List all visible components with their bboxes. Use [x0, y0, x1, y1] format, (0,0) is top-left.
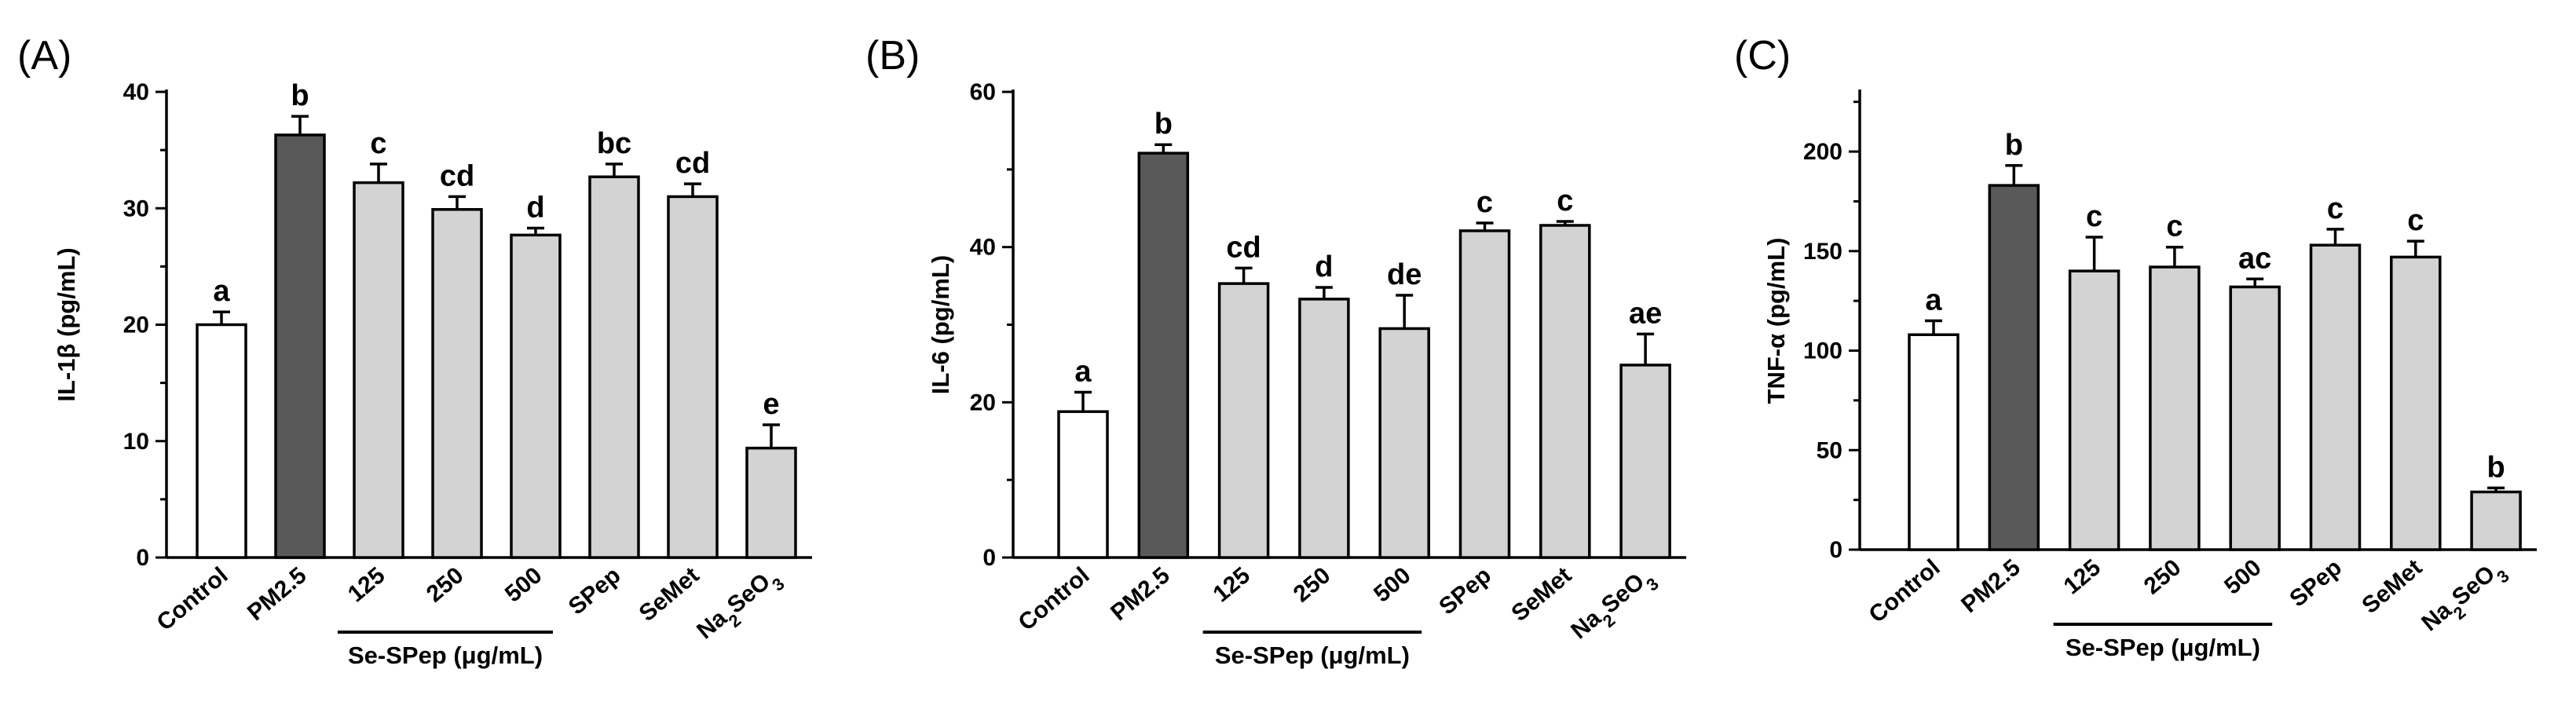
x-tick-label: Na2SeO3 — [2417, 554, 2512, 642]
x-tick-label: Control — [1864, 554, 1945, 628]
y-tick-label: 100 — [1803, 338, 1842, 364]
y-axis-title: TNF-α (pg/mL) — [1762, 238, 1790, 404]
x-tick-label: 125 — [2059, 554, 2106, 599]
x-tick-label: SeMet — [635, 562, 704, 627]
panel-label: (A) — [17, 33, 71, 79]
y-axis-title: IL-1β (pg/mL) — [53, 247, 80, 401]
bar-spep — [2309, 243, 2362, 551]
bar-125 — [353, 181, 404, 559]
significance-letter: cd — [440, 159, 474, 192]
x-tick-label: Control — [152, 562, 233, 636]
chart-panel-a: (A) 0 10 20 30 40 IL-1β (pg/mL) a Control b PM2.5 c… — [17, 33, 812, 669]
x-tick-label: 250 — [422, 562, 469, 607]
y-tick-label: 10 — [123, 429, 149, 455]
y-tick-label: 20 — [123, 313, 149, 338]
bar-125 — [1217, 282, 1270, 559]
panel-label: (C) — [1734, 33, 1791, 79]
x-tick-label: 500 — [1369, 562, 1416, 607]
significance-letter: c — [2086, 200, 2102, 233]
y-tick-label: 150 — [1803, 239, 1842, 265]
bar-na2seo3 — [745, 446, 797, 559]
x-tick-label: 500 — [2219, 554, 2267, 599]
bar-spep — [588, 175, 640, 559]
x-tick-label: SPep — [2285, 554, 2347, 612]
chart-panel-c: (C) 0 50 100 150 200 TNF-α (pg/mL) a Control b PM2… — [1734, 33, 2538, 661]
x-tick-label: PM2.5 — [1956, 554, 2025, 618]
significance-letter: cd — [1226, 231, 1261, 264]
x-tick-label: Na2SeO3 — [1566, 562, 1662, 650]
significance-letter: b — [2486, 451, 2505, 484]
bar-500 — [2229, 285, 2281, 551]
x-tick-label: 125 — [343, 562, 390, 607]
significance-letter: d — [526, 191, 544, 224]
x-tick-label: PM2.5 — [1106, 562, 1175, 626]
group-label: Se-SPep (μg/mL) — [348, 642, 543, 669]
significance-letter: c — [2166, 210, 2183, 243]
y-tick-label: 30 — [123, 196, 149, 221]
significance-letter: c — [370, 127, 386, 160]
x-tick-label: 250 — [2139, 554, 2186, 599]
y-tick-label: 60 — [970, 79, 996, 105]
significance-letter: b — [1154, 108, 1173, 141]
significance-letter: c — [1557, 185, 1573, 218]
x-tick-label: SeMet — [1506, 562, 1576, 627]
bar-pm25 — [1137, 152, 1190, 559]
bar-125 — [2068, 269, 2120, 551]
bar-control — [196, 323, 247, 559]
significance-letter: a — [1074, 355, 1092, 388]
bar-semet — [1539, 224, 1591, 559]
x-tick-label: Control — [1014, 562, 1095, 636]
bar-500 — [1378, 327, 1430, 559]
x-tick-label: Na2SeO3 — [692, 562, 788, 650]
bar-500 — [510, 233, 562, 559]
x-tick-label: SeMet — [2357, 554, 2427, 619]
significance-letter: b — [2005, 129, 2023, 162]
x-tick-label: PM2.5 — [243, 562, 312, 626]
bar-pm25 — [1988, 184, 2040, 551]
significance-letter: ae — [1629, 297, 1662, 330]
significance-letter: e — [763, 388, 779, 421]
x-tick-label: 500 — [500, 562, 547, 607]
bar-pm25 — [274, 133, 326, 559]
y-axis-title: IL-6 (pg/mL) — [927, 255, 954, 394]
group-label: Se-SPep (μg/mL) — [2066, 634, 2260, 661]
y-tick-label: 40 — [123, 79, 149, 105]
significance-letter: d — [1315, 250, 1333, 283]
bar-na2seo3 — [2470, 490, 2522, 551]
y-tick-label: 0 — [982, 545, 996, 571]
bar-250 — [431, 207, 483, 559]
bar-250 — [2149, 265, 2201, 551]
x-tick-label: SPep — [1434, 562, 1496, 620]
x-tick-label: 125 — [1209, 562, 1256, 607]
x-tick-label: SPep — [564, 562, 626, 620]
bar-control — [1057, 410, 1109, 559]
significance-letter: a — [213, 275, 230, 308]
significance-letter: a — [1925, 284, 1942, 317]
x-tick-label: 250 — [1289, 562, 1336, 607]
y-tick-label: 200 — [1803, 139, 1842, 165]
bar-semet — [2390, 255, 2442, 551]
significance-letter: cd — [675, 147, 710, 180]
panel-label: (B) — [865, 33, 920, 79]
y-tick-label: 20 — [970, 389, 996, 415]
bar-semet — [667, 195, 719, 559]
significance-letter: de — [1387, 258, 1422, 291]
bar-na2seo3 — [1619, 364, 1671, 559]
significance-letter: c — [2327, 192, 2344, 225]
y-tick-label: 0 — [1829, 537, 1842, 563]
y-tick-label: 50 — [1817, 437, 1842, 463]
significance-letter: bc — [597, 127, 631, 160]
significance-letter: b — [291, 79, 309, 112]
y-tick-label: 0 — [136, 545, 149, 571]
y-tick-label: 40 — [970, 235, 996, 261]
bar-250 — [1298, 298, 1350, 559]
bar-spep — [1458, 229, 1511, 559]
significance-letter: c — [2407, 204, 2424, 237]
significance-letter: c — [1476, 186, 1493, 219]
group-label: Se-SPep (μg/mL) — [1215, 642, 1410, 669]
significance-letter: ac — [2238, 242, 2271, 275]
bar-control — [1908, 333, 1959, 551]
